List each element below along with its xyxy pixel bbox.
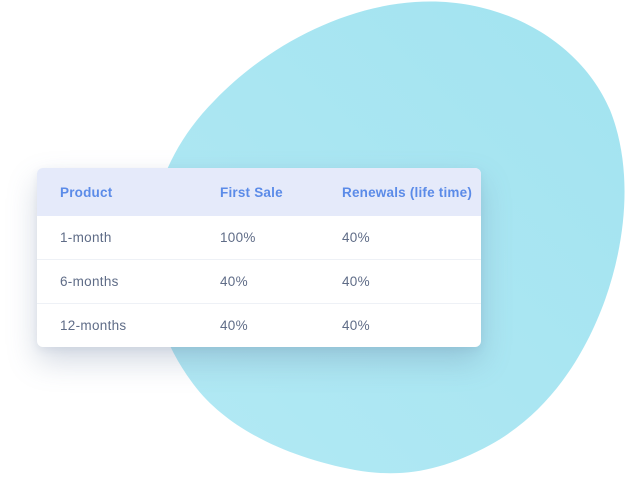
renewals-cell: 40%: [342, 230, 370, 245]
table-row: 12-months 40% 40%: [37, 303, 481, 347]
first-sale-cell: 100%: [220, 230, 256, 245]
product-cell: 1-month: [60, 230, 112, 245]
commission-table-card: Product First Sale Renewals (life time) …: [37, 168, 481, 347]
column-header-first-sale: First Sale: [220, 184, 283, 200]
table-row: 6-months 40% 40%: [37, 259, 481, 303]
first-sale-cell: 40%: [220, 274, 248, 289]
first-sale-cell: 40%: [220, 318, 248, 333]
table-row: 1-month 100% 40%: [37, 216, 481, 259]
product-cell: 6-months: [60, 274, 119, 289]
column-header-product: Product: [60, 184, 113, 200]
table-body: 1-month 100% 40% 6-months 40% 40% 12-mon…: [37, 216, 481, 347]
table-header-row: Product First Sale Renewals (life time): [37, 168, 481, 216]
renewals-cell: 40%: [342, 318, 370, 333]
column-header-renewals: Renewals (life time): [342, 184, 473, 200]
product-cell: 12-months: [60, 318, 127, 333]
renewals-cell: 40%: [342, 274, 370, 289]
